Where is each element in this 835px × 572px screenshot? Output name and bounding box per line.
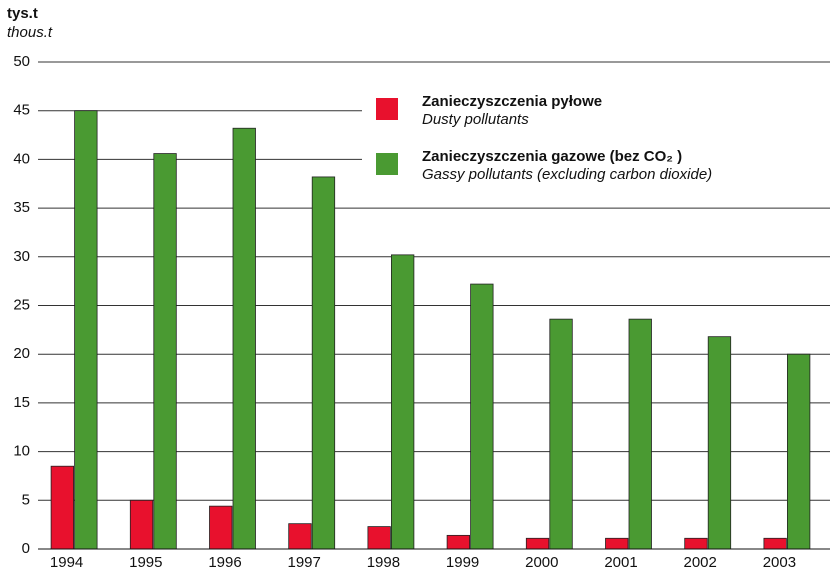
bar [446, 534, 471, 550]
bar [232, 127, 256, 550]
x-tick-label: 1995 [129, 554, 162, 571]
bar [209, 505, 233, 550]
y-tick-label: 25 [13, 296, 30, 313]
y-tick-label: 20 [13, 345, 30, 362]
bar [549, 318, 573, 550]
bar [707, 336, 732, 550]
x-tick-label: 2001 [604, 554, 637, 571]
y-tick-label: 15 [13, 394, 30, 411]
bar [50, 465, 74, 550]
y-tick-label: 5 [22, 491, 30, 508]
y-tick-label: 0 [22, 540, 30, 557]
bar [787, 353, 811, 550]
bar [605, 537, 629, 550]
y-tick-label: 30 [13, 248, 30, 265]
x-tick-label: 1998 [367, 554, 400, 571]
legend-label: Zanieczyszczenia gazowe (bez CO₂ ) [422, 148, 682, 165]
x-tick-label: 1997 [288, 554, 321, 571]
y-axis-label: tys.t [7, 5, 38, 22]
legend-swatch [376, 98, 398, 120]
legend-background [362, 88, 830, 192]
legend-label-en: Gassy pollutants (excluding carbon dioxi… [422, 166, 712, 183]
x-tick-label: 1999 [446, 554, 479, 571]
y-tick-label: 50 [13, 53, 30, 70]
y-tick-label: 45 [13, 102, 30, 119]
legend-swatch [376, 153, 398, 175]
x-tick-label: 2003 [763, 554, 796, 571]
bar [129, 499, 154, 550]
bar [684, 537, 708, 550]
bar [153, 153, 177, 550]
x-tick-label: 2000 [525, 554, 558, 571]
bar [74, 110, 98, 550]
y-tick-label: 40 [13, 150, 30, 167]
bar [367, 526, 391, 550]
legend-label: Zanieczyszczenia pyłowe [422, 93, 602, 110]
bar [525, 537, 550, 550]
x-tick-label: 1994 [50, 554, 83, 571]
y-tick-label: 35 [13, 199, 30, 216]
bar [311, 176, 336, 550]
y-axis-label-en: thous.t [7, 24, 53, 41]
x-tick-label: 1996 [208, 554, 241, 571]
bar [470, 283, 494, 550]
bar [763, 537, 787, 550]
legend-label-en: Dusty pollutants [422, 111, 529, 128]
y-tick-label: 10 [13, 443, 30, 460]
bar [390, 254, 415, 550]
bar [628, 318, 652, 550]
bar [288, 523, 312, 550]
x-tick-label: 2002 [684, 554, 717, 571]
